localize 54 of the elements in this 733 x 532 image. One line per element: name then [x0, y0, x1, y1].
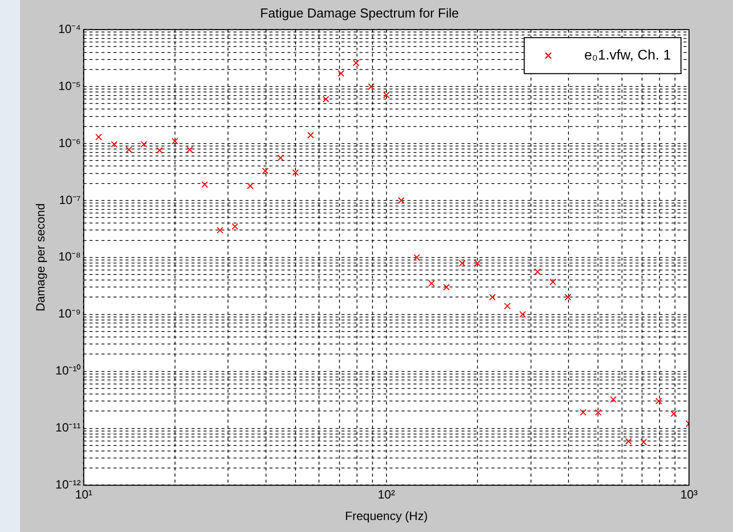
legend-label: e₀1.vfw, Ch. 1 [584, 46, 672, 62]
point [564, 294, 572, 301]
point [368, 83, 375, 90]
point [594, 409, 602, 416]
point [95, 134, 102, 140]
point [413, 254, 420, 261]
x-tick-label: 10² [378, 488, 396, 502]
point [519, 311, 526, 318]
point [201, 181, 208, 188]
point [640, 438, 647, 446]
point [534, 268, 541, 276]
x-axis-title: Frequency (Hz) [345, 509, 428, 524]
point [383, 92, 390, 98]
y-tick-label: 10⁻¹⁰ [55, 364, 81, 378]
point [307, 132, 314, 139]
point [489, 294, 496, 301]
point [277, 154, 284, 162]
point [246, 182, 254, 190]
point [172, 138, 178, 144]
y-tick-label: 10⁻⁹ [58, 306, 81, 321]
point [504, 302, 511, 310]
x-tick-label: 10³ [680, 488, 698, 502]
point [625, 438, 632, 445]
y-tick-label: 10⁻⁴ [58, 22, 81, 36]
point [550, 278, 556, 286]
chart-title: Fatigue Damage Spectrum for File [260, 5, 459, 20]
point [474, 260, 481, 267]
point [428, 280, 435, 287]
point [126, 146, 132, 153]
x-tick-label: 10¹ [75, 488, 92, 502]
point [262, 168, 269, 174]
point [140, 140, 148, 148]
y-tick-label: 10⁻⁸ [58, 250, 81, 264]
y-tick-label: 10⁻¹¹ [55, 420, 81, 435]
point [610, 396, 617, 403]
point [670, 410, 678, 418]
point [232, 223, 238, 230]
point [655, 398, 662, 404]
point [216, 226, 224, 234]
point [292, 169, 299, 176]
point [352, 60, 360, 66]
y-axis-title: Damage per second [34, 203, 48, 312]
point [580, 409, 586, 416]
point [156, 146, 163, 154]
point [443, 284, 450, 291]
point [322, 96, 330, 103]
y-tick-label: 10⁻⁶ [58, 136, 81, 150]
point [338, 70, 344, 77]
point [398, 197, 405, 204]
point [110, 140, 118, 148]
y-tick-label: 10⁻⁷ [59, 192, 81, 207]
y-tick-label: 10⁻⁵ [58, 78, 81, 93]
point [186, 146, 194, 153]
point [458, 260, 466, 267]
